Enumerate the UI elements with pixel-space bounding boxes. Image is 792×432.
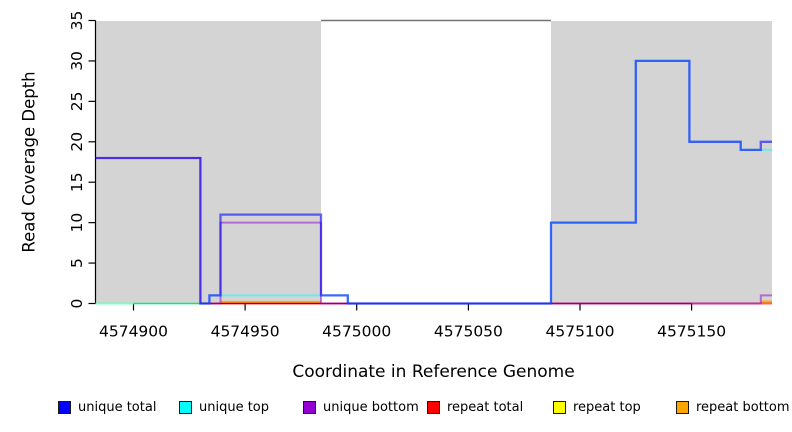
repeat-region-band bbox=[95, 21, 321, 303]
x-tick-label: 4575100 bbox=[545, 323, 614, 341]
x-tick-label: 4574900 bbox=[99, 323, 168, 341]
series-unique-total-line bbox=[95, 59, 772, 305]
x-axis-title: Coordinate in Reference Genome bbox=[292, 362, 575, 382]
y-tick-label: 10 bbox=[68, 213, 86, 233]
y-tick-label: 0 bbox=[68, 299, 86, 309]
repeat-region-band bbox=[551, 21, 772, 303]
x-tick-label: 4575050 bbox=[434, 323, 503, 341]
x-tick-label: 4575000 bbox=[322, 323, 391, 341]
y-tick-label: 5 bbox=[68, 258, 86, 268]
y-tick-label: 25 bbox=[68, 91, 86, 111]
x-tick-label: 4575150 bbox=[657, 323, 726, 341]
y-tick-label: 20 bbox=[68, 132, 86, 152]
x-tick-label: 4574950 bbox=[211, 323, 280, 341]
y-axis-title: Read Coverage Depth bbox=[19, 71, 39, 253]
y-tick-label: 35 bbox=[68, 11, 86, 31]
y-tick-label: 30 bbox=[68, 51, 86, 71]
y-tick-label: 15 bbox=[68, 172, 86, 192]
